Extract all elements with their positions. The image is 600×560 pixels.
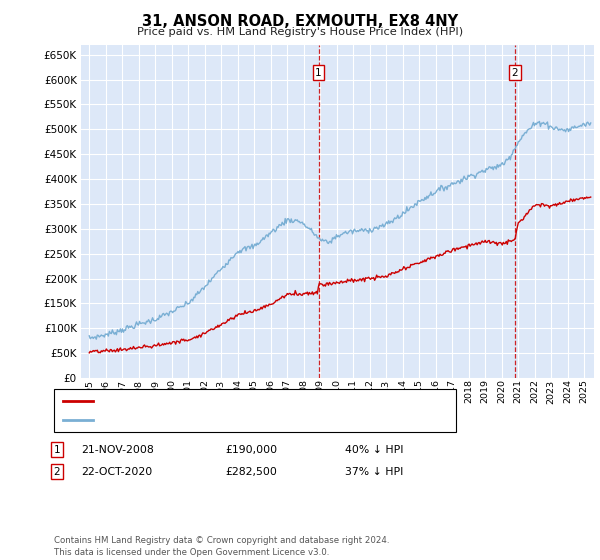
Text: 21-NOV-2008: 21-NOV-2008 — [81, 445, 154, 455]
Text: 2: 2 — [53, 466, 61, 477]
Text: 1: 1 — [53, 445, 61, 455]
Text: 2: 2 — [512, 68, 518, 77]
Text: 40% ↓ HPI: 40% ↓ HPI — [345, 445, 404, 455]
Text: 31, ANSON ROAD, EXMOUTH, EX8 4NY (detached house): 31, ANSON ROAD, EXMOUTH, EX8 4NY (detach… — [99, 396, 395, 406]
Text: 37% ↓ HPI: 37% ↓ HPI — [345, 466, 403, 477]
Text: Contains HM Land Registry data © Crown copyright and database right 2024.
This d: Contains HM Land Registry data © Crown c… — [54, 536, 389, 557]
Text: 22-OCT-2020: 22-OCT-2020 — [81, 466, 152, 477]
Text: Price paid vs. HM Land Registry's House Price Index (HPI): Price paid vs. HM Land Registry's House … — [137, 27, 463, 37]
Text: 1: 1 — [315, 68, 322, 77]
Text: £282,500: £282,500 — [225, 466, 277, 477]
Text: HPI: Average price, detached house, East Devon: HPI: Average price, detached house, East… — [99, 415, 351, 425]
Text: 31, ANSON ROAD, EXMOUTH, EX8 4NY: 31, ANSON ROAD, EXMOUTH, EX8 4NY — [142, 14, 458, 29]
Text: £190,000: £190,000 — [225, 445, 277, 455]
